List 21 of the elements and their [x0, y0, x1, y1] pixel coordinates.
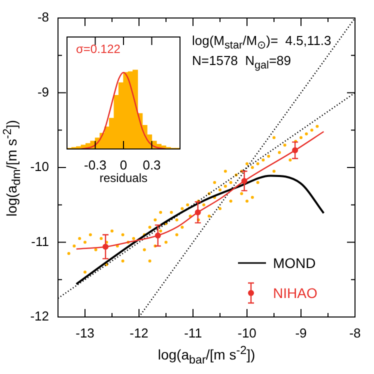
legend-label: NIHAO: [273, 285, 318, 301]
x-tick-label: -13: [76, 325, 94, 340]
x-tick-label: -12: [130, 325, 148, 340]
x-tick-label: -9: [295, 325, 307, 340]
x-axis-title: residuals: [98, 171, 149, 185]
x-tick-label: -11: [184, 325, 202, 340]
x-tick-label: -10: [238, 325, 256, 340]
x-tick-label: -0.3: [84, 157, 106, 172]
y-tick-label: -12: [30, 308, 49, 324]
x-tick-label: 0: [120, 157, 128, 172]
x-axis-title: log(a$_{bar}$/[m s$^{-2}$]): [156, 344, 256, 366]
x-tick-label: 0.3: [142, 157, 161, 172]
y-tick-label: -9: [37, 84, 49, 100]
line-series: [76, 130, 324, 250]
y-tick-label: -8: [37, 10, 49, 25]
legend-label: MOND: [273, 255, 316, 271]
annotation: N=1578 N$_{gal}$=89: [192, 53, 292, 72]
annotation: log(M$_{star}$/M$_{⊙}$)= 4.5,11.3: [192, 33, 332, 52]
x-tick-label: -8: [349, 325, 361, 340]
annotation: σ=0.122: [76, 42, 120, 56]
y-tick-label: -11: [31, 234, 49, 249]
